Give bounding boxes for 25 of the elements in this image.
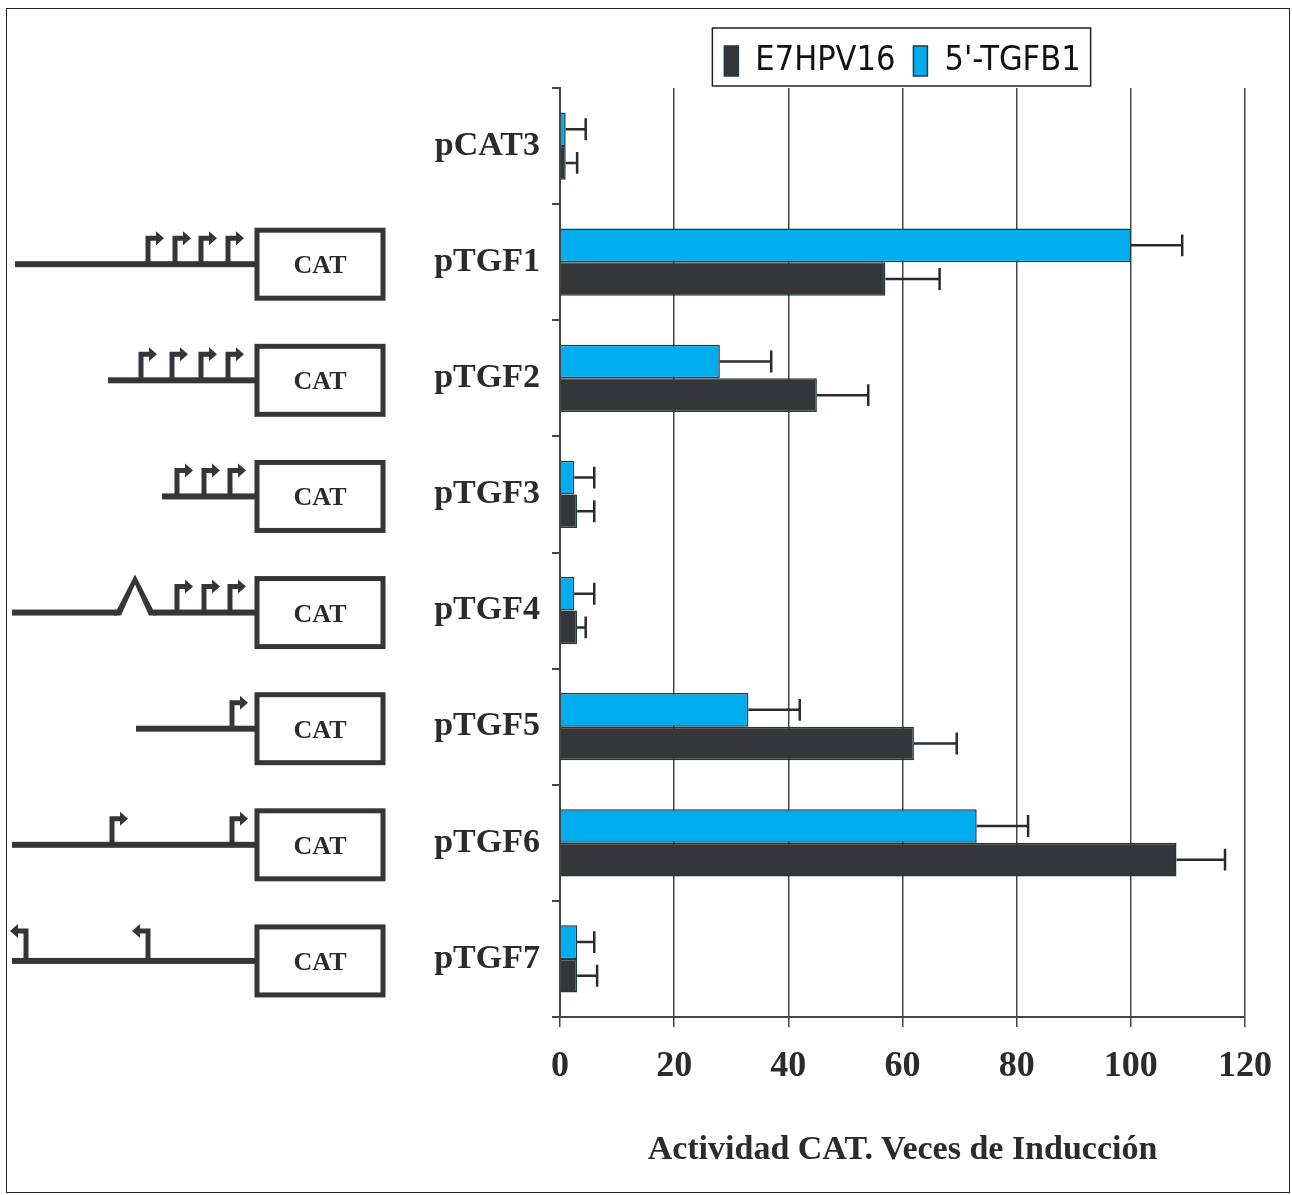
- gene-construct-diagram: CAT: [108, 343, 386, 417]
- y-tick-label: pTGF4: [434, 589, 540, 627]
- gene-construct-diagram: CAT: [12, 574, 386, 650]
- y-tick-label: pTGF5: [434, 705, 540, 743]
- gene-construct-diagram: CAT: [162, 459, 386, 533]
- x-axis-title: Actividad CAT. Veces de Inducción: [647, 1129, 1158, 1167]
- x-tick-label: 0: [551, 1043, 569, 1084]
- x-tick-label: 20: [656, 1043, 693, 1084]
- y-tick-label: pTGF2: [434, 357, 540, 395]
- gene-construct-diagram: CAT: [10, 923, 386, 998]
- y-tick-label: pTGF7: [434, 937, 540, 975]
- y-tick-label: pTGF6: [434, 821, 540, 859]
- y-tick-label: pTGF1: [434, 240, 540, 278]
- x-tick-label: 60: [884, 1043, 921, 1084]
- y-tick-label: pTGF3: [434, 473, 540, 511]
- gene-construct-diagram: CAT: [136, 692, 386, 766]
- x-tick-label: 100: [1103, 1043, 1158, 1084]
- x-tick-label: 80: [998, 1043, 1035, 1084]
- legend-label: 5'-TGFB1: [944, 37, 1081, 78]
- x-tick-label: 40: [770, 1043, 807, 1084]
- gene-construct-diagram: CAT: [12, 808, 386, 882]
- x-tick-label: 120: [1218, 1043, 1272, 1084]
- gene-construct-diagram: CAT: [15, 227, 386, 301]
- legend-label: E7HPV16: [755, 37, 896, 78]
- y-tick-label: pCAT3: [434, 124, 540, 162]
